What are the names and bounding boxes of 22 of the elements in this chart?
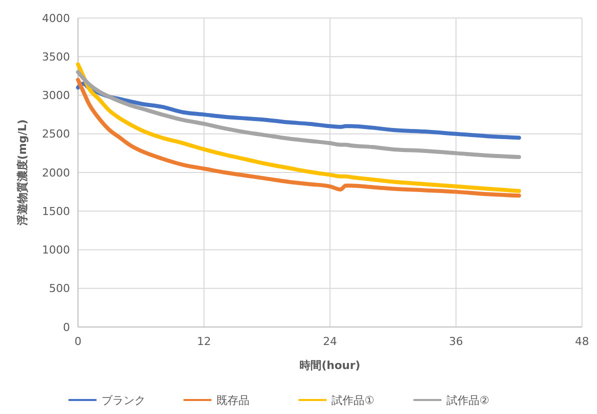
legend-label: 試作品②: [446, 394, 490, 407]
legend-label: 既存品: [216, 394, 250, 407]
legend-label: ブランク: [102, 394, 146, 407]
line-series: [76, 82, 521, 140]
x-axis-title: 時間(hour): [300, 359, 360, 372]
y-tick-label: 1000: [42, 244, 70, 257]
y-tick-label: 4000: [42, 12, 70, 25]
y-tick-label: 2500: [42, 128, 70, 141]
x-tick-label: 12: [197, 335, 211, 348]
y-tick-label: 3000: [42, 89, 70, 102]
y-tick-label: 2000: [42, 166, 70, 180]
x-tick-label: 48: [575, 335, 589, 348]
x-tick-label: 0: [74, 335, 82, 348]
y-tick-label: 3500: [42, 50, 70, 64]
y-axis-title: 浮遊物質濃度(mg/L): [16, 119, 29, 227]
y-tick-label: 0: [63, 320, 70, 334]
x-tick-label: 36: [449, 335, 463, 348]
x-tick-label: 24: [323, 335, 337, 348]
y-tick-label: 500: [49, 282, 70, 296]
y-tick-label: 1500: [42, 204, 70, 218]
line-series: [76, 70, 521, 160]
legend-label: 試作品①: [332, 394, 374, 407]
